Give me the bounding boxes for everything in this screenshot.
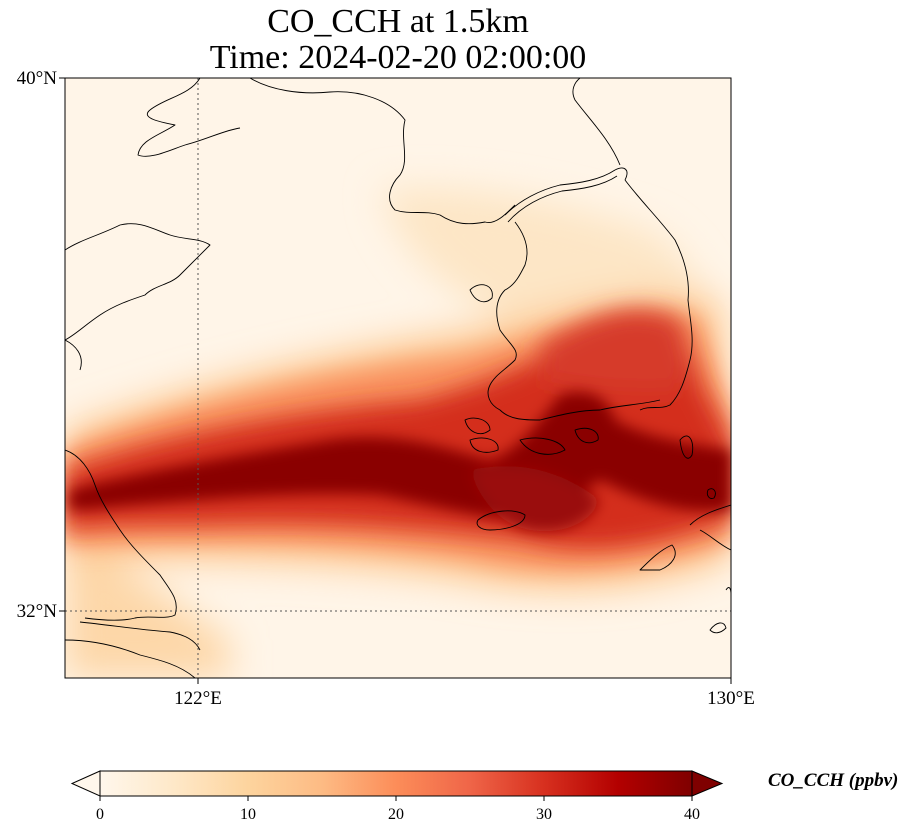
coastlines [65, 78, 731, 678]
colorbar-tick-20: 20 [388, 806, 404, 823]
lon-tick-label-130e: 130°E [707, 688, 755, 709]
colorbar-extend-max [691, 770, 724, 797]
colorbar-label: CO_CCH (ppbv) [768, 770, 899, 791]
lon-tick-label-122e: 122°E [174, 688, 222, 709]
concentration-field [65, 78, 731, 678]
axis-ticks [59, 77, 732, 684]
colorbar-gradient [100, 771, 692, 796]
lat-tick-label-32n: 32°N [17, 601, 58, 622]
colorbar-tick-0: 0 [96, 806, 104, 823]
map-timestamp: Time: 2024-02-20 02:00:00 [209, 39, 587, 76]
gridlines [65, 78, 731, 678]
map-title: CO_CCH at 1.5km [267, 3, 529, 40]
colorbar-tick-40: 40 [684, 806, 700, 823]
lat-tick-label-40n: 40°N [17, 68, 58, 89]
map-frame [64, 77, 732, 679]
colorbar-tick-10: 10 [240, 806, 256, 823]
colorbar-extend-min [70, 770, 101, 797]
colorbar: 0 10 20 30 40 [70, 770, 724, 823]
colorbar-tick-30: 30 [536, 806, 552, 823]
